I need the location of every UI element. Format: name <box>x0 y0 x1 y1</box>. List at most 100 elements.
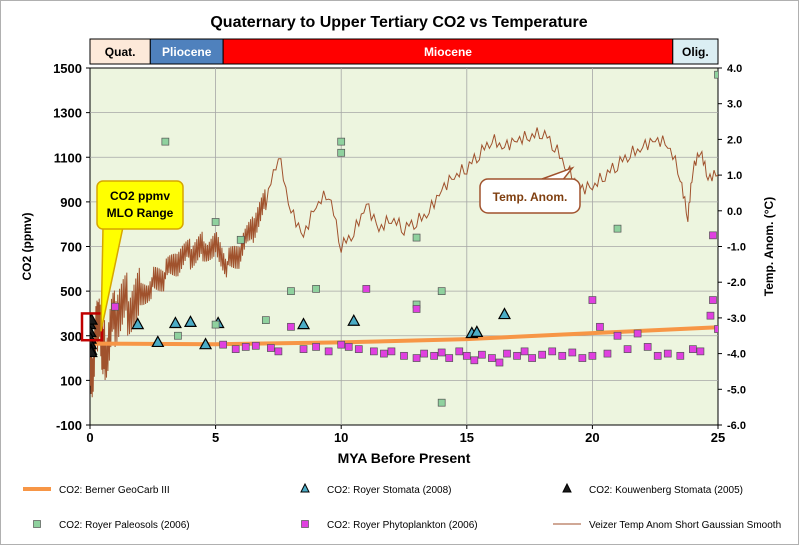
data-point-4-38 <box>568 348 577 357</box>
data-point-4-36 <box>548 347 557 356</box>
epoch-label-0: Quat. <box>105 45 136 59</box>
y-tick-label: 300 <box>60 329 82 344</box>
legend-label-1: CO2: Royer Stomata (2008) <box>327 485 452 496</box>
data-point-4-47 <box>643 343 652 351</box>
data-point-4-22 <box>430 351 438 360</box>
chart-title: Quaternary to Upper Tertiary CO2 vs Temp… <box>210 14 587 31</box>
data-point-4-6 <box>274 347 283 356</box>
y2-tick-label: -2.0 <box>727 277 746 289</box>
x-tick-label: 5 <box>212 430 219 445</box>
y-axis-label: CO2 (ppmv) <box>20 212 34 280</box>
epoch-box-2 <box>222 38 674 65</box>
legend-label-3: CO2: Royer Paleosols (2006) <box>59 520 190 531</box>
epoch-label-2: Miocene <box>424 45 472 59</box>
data-point-4-51 <box>689 345 697 353</box>
data-point-4-39 <box>578 354 587 362</box>
y2-tick-label: -4.0 <box>727 349 746 361</box>
data-point-3-4 <box>236 235 245 244</box>
data-point-1-1 <box>151 335 165 348</box>
y2-tick-label: 4.0 <box>727 63 742 75</box>
data-point-4-27 <box>470 356 479 365</box>
legend-label-5: Veizer Temp Anom Short Gaussian Smooth <box>589 520 781 531</box>
data-point-4-52 <box>696 347 705 356</box>
data-point-2-6 <box>90 312 99 325</box>
y2-tick-label: 3.0 <box>727 99 742 111</box>
data-point-4-42 <box>596 322 604 331</box>
data-point-3-10 <box>412 233 421 242</box>
data-point-4-50 <box>676 351 685 360</box>
y-tick-label: 1300 <box>53 106 82 121</box>
data-point-1-9 <box>470 325 484 338</box>
data-point-4-29 <box>488 354 496 362</box>
epoch-box-0 <box>89 38 151 65</box>
callout-mlo-box <box>96 180 184 230</box>
epoch-label-3: Olig. <box>682 45 709 59</box>
epoch-band: Quat. Pliocene Miocene Olig. <box>89 38 719 65</box>
series-line-geocarb <box>90 325 718 347</box>
data-point-3-7 <box>312 285 320 293</box>
y2-tick-label: -1.0 <box>727 242 746 254</box>
data-point-4-24 <box>445 354 454 362</box>
x-tick-label: 0 <box>86 430 93 445</box>
legend-label-4: CO2: Royer Phytoplankton (2006) <box>327 520 478 531</box>
data-point-4-11 <box>337 340 346 349</box>
data-point-4-23 <box>437 348 446 357</box>
x-axis-label: MYA Before Present <box>338 450 471 466</box>
y2-axis-label: Temp. Anom. (°C) <box>762 197 776 296</box>
y-tick-label: 500 <box>60 284 82 299</box>
y2-tick-label: -3.0 <box>727 313 746 325</box>
data-point-4-15 <box>370 347 378 356</box>
data-point-4-21 <box>420 349 428 358</box>
data-point-4-48 <box>653 351 662 360</box>
callout-temp-join <box>540 180 564 183</box>
callout-mlo-text-0: CO2 ppmv <box>110 189 170 203</box>
x-tick-label: 25 <box>711 430 725 445</box>
data-point-4-28 <box>478 350 486 359</box>
data-point-1-6 <box>297 317 311 330</box>
legend: CO2: Berner GeoCarb III CO2: Royer Stomat… <box>23 482 781 531</box>
data-point-4-2 <box>231 345 240 353</box>
data-point-4-44 <box>613 331 622 340</box>
epoch-label-1: Pliocene <box>162 45 212 59</box>
legend-swatch-3 <box>33 520 41 528</box>
data-point-2-5 <box>90 345 98 358</box>
x-tick-label: 20 <box>585 430 599 445</box>
callout-mlo-text-1: MLO Range <box>107 206 174 220</box>
legend-swatch-4 <box>301 520 309 528</box>
data-point-4-16 <box>380 349 388 358</box>
y2-tick-label: 1.0 <box>727 170 742 182</box>
data-point-4-5 <box>267 344 275 352</box>
data-point-3-1 <box>174 331 182 340</box>
data-point-4-55 <box>709 231 717 240</box>
x-tick-label: 15 <box>460 430 474 445</box>
data-point-4-45 <box>623 345 632 353</box>
data-point-4-7 <box>287 322 295 331</box>
callout-temp-box <box>479 178 581 214</box>
data-point-4-32 <box>513 351 521 360</box>
data-point-4-20 <box>412 305 421 313</box>
data-point-1-4 <box>199 337 213 350</box>
series-3 <box>161 70 718 407</box>
data-point-3-12 <box>437 287 446 295</box>
data-point-4-37 <box>558 351 567 360</box>
data-point-1-7 <box>347 314 361 326</box>
legend-label-2: CO2: Kouwenberg Stomata (2005) <box>589 485 743 496</box>
data-point-4-13 <box>354 345 363 353</box>
data-point-4-10 <box>324 347 333 356</box>
data-point-4-34 <box>528 354 536 362</box>
data-point-4-25 <box>455 347 464 356</box>
data-point-4-53 <box>706 311 715 320</box>
data-point-4-49 <box>663 349 672 358</box>
series-4 <box>111 231 718 367</box>
y2-tick-label: 2.0 <box>727 134 742 146</box>
data-point-4-18 <box>400 351 408 360</box>
y-tick-label: 700 <box>60 240 82 255</box>
data-point-3-5 <box>261 316 270 324</box>
data-point-3-3 <box>211 320 220 329</box>
data-point-4-33 <box>520 347 529 356</box>
data-point-3-14 <box>613 224 622 233</box>
data-point-3-8 <box>337 137 346 146</box>
data-point-4-8 <box>299 345 308 353</box>
data-point-4-14 <box>362 285 371 293</box>
